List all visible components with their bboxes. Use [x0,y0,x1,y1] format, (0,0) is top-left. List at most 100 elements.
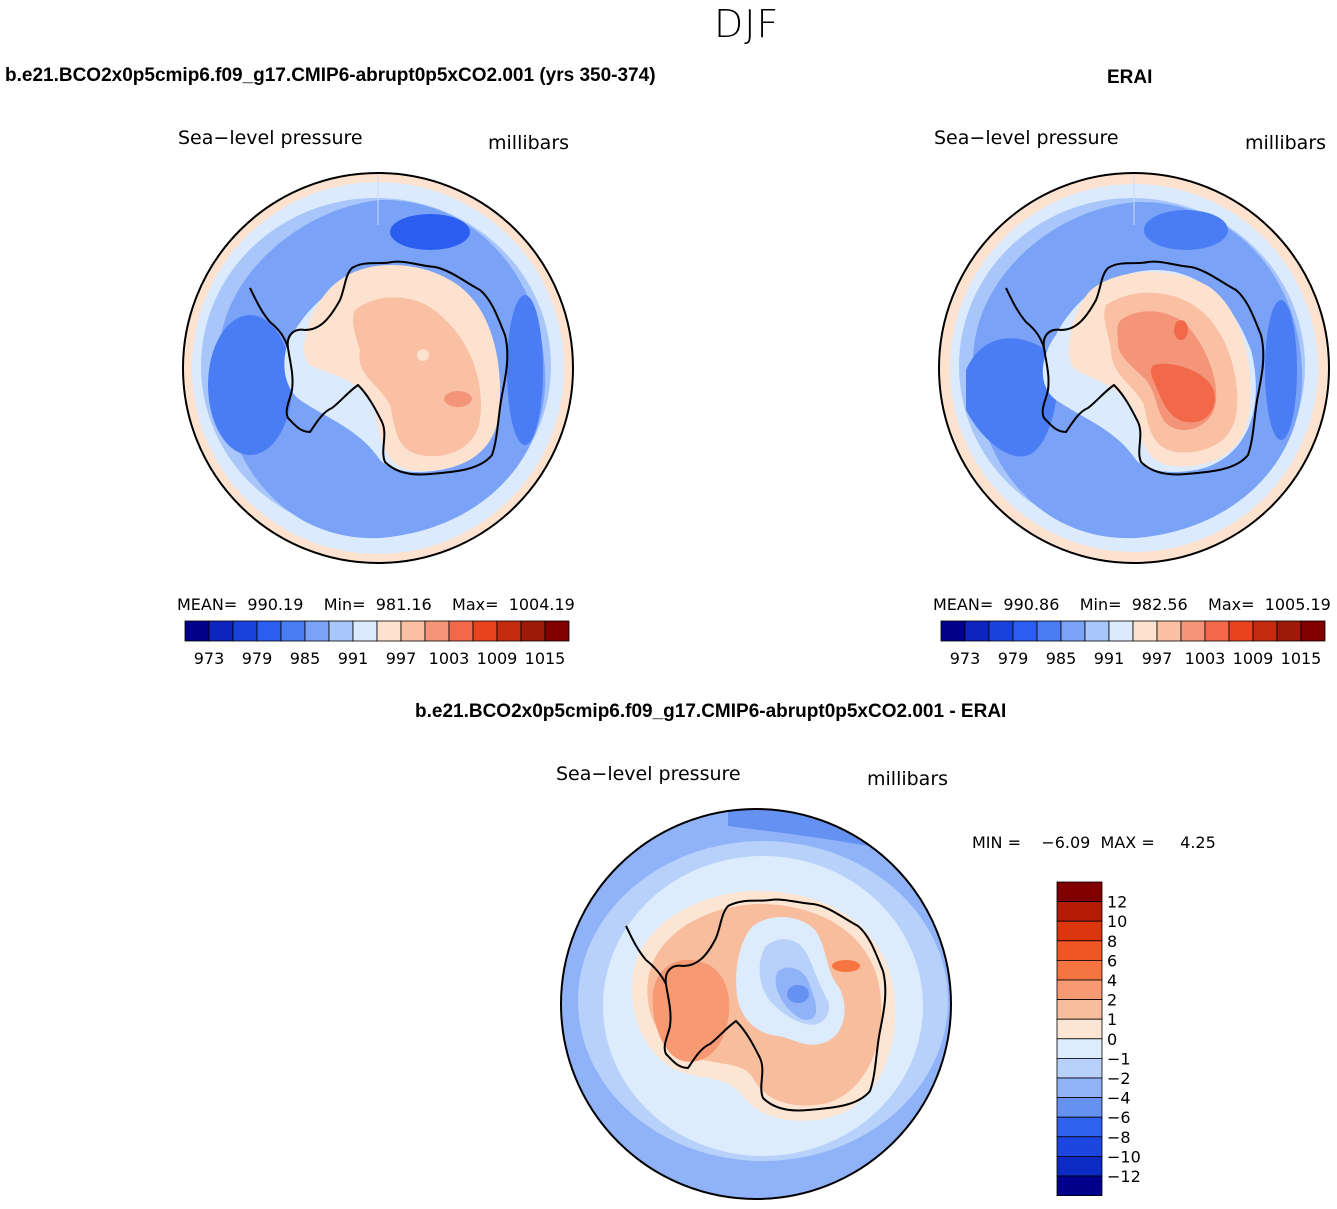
model-colorbar-box [400,620,426,642]
diff-variable-label: Sea−level pressure [556,763,741,785]
model-colorbar-label: 985 [290,649,321,668]
obs-colorbar: 973 979 985 991 997 1003 1009 1015 [940,620,1326,668]
diff-colorbar-box [1056,1116,1103,1138]
model-colorbar-box [448,620,474,642]
obs-colorbar-box [1132,620,1158,642]
diff-map-border [560,808,952,1200]
model-variable-label: Sea−level pressure [178,127,363,149]
obs-antarctica-coastline [1041,260,1265,476]
diff-colorbar-box [1056,960,1103,981]
season-title: DJF [714,2,780,46]
obs-colorbar-label: 1003 [1185,649,1226,668]
diff-colorbar-label: 1 [1107,1010,1117,1029]
obs-map-border [938,172,1330,564]
diff-colorbar-box [1056,1136,1103,1157]
model-colorbar-box [232,620,258,642]
model-map-border [182,172,574,564]
obs-colorbar-box [1228,620,1254,642]
diff-colorbar-label: 6 [1107,951,1117,970]
diff-colorbar-box [1056,1038,1103,1059]
model-colorbar: 973 979 985 991 997 1003 1009 1015 [184,620,570,668]
obs-colorbar-label: 1009 [1233,649,1274,668]
model-colorbar-box [376,620,402,642]
obs-colorbar-label: 991 [1094,649,1125,668]
obs-units-label: millibars [1245,132,1327,154]
diff-colorbar-box [1056,901,1103,922]
diff-colorbar-label: 0 [1107,1030,1117,1049]
obs-colorbar-box [940,620,966,642]
diff-stats: MIN = −6.09 MAX = 4.25 [972,833,1216,852]
diff-title: b.e21.BCO2x0p5cmip6.f09_g17.CMIP6-abrupt… [415,701,1007,722]
obs-low-east [1265,300,1297,440]
model-antarctica-coastline [285,260,509,476]
diff-colorbar-box [1056,940,1103,961]
obs-high-north [1174,320,1188,340]
model-low-north [390,214,470,250]
obs-colorbar-box [1300,620,1326,642]
obs-colorbar-box [1180,620,1206,642]
model-local-min [417,349,429,361]
obs-peninsula-coastline [1005,287,1045,349]
diff-colorbar-label: 2 [1107,991,1117,1010]
obs-colorbar-label: 973 [950,649,981,668]
model-colorbar-label: 973 [194,649,225,668]
diff-colorbar-label: −2 [1107,1069,1131,1088]
diff-colorbar-label: 10 [1107,912,1127,931]
obs-high-core [1151,363,1216,423]
obs-colorbar-box [1084,620,1110,642]
model-polar-map [182,172,574,564]
model-colorbar-box [280,620,306,642]
obs-colorbar-box [1252,620,1278,642]
obs-colorbar-label: 997 [1142,649,1173,668]
diff-colorbar-box [1056,881,1103,903]
model-colorbar-label: 1009 [477,649,518,668]
obs-low-north [1144,210,1228,250]
diff-antarctica-coastline [663,898,887,1112]
diff-colorbar-box [1056,979,1103,1001]
model-colorbar-label: 1015 [525,649,566,668]
obs-stats: MEAN= 990.86 Min= 982.56 Max= 1005.19 [933,595,1331,614]
diff-colorbar-label: −1 [1107,1049,1131,1068]
obs-polar-map [938,172,1330,564]
obs-variable-label: Sea−level pressure [934,127,1119,149]
diff-colorbar-box [1056,1077,1103,1099]
obs-colorbar-box [988,620,1014,642]
obs-low-west [966,338,1057,457]
obs-colorbar-box [964,620,990,642]
obs-colorbar-box [1036,620,1062,642]
obs-colorbar-box [1204,620,1230,642]
obs-colorbar-box [1156,620,1182,642]
diff-units-label: millibars [867,768,949,790]
diff-high-east [832,960,860,972]
diff-low-core [787,985,809,1003]
model-colorbar-label: 1003 [429,649,470,668]
model-colorbar-label: 979 [242,649,273,668]
diff-colorbar-label: −8 [1107,1128,1131,1147]
model-low-west [208,315,292,455]
diff-colorbar-box [1056,920,1103,942]
diff-colorbar-label: 4 [1107,971,1117,990]
obs-colorbar-box [1108,620,1134,642]
obs-colorbar-box [1012,620,1038,642]
model-colorbar-box [328,620,354,642]
diff-colorbar-box [1056,1155,1103,1177]
model-colorbar-box [544,620,570,642]
diff-colorbar-label: −6 [1107,1108,1131,1127]
model-colorbar-box [496,620,522,642]
model-colorbar-label: 997 [386,649,417,668]
obs-colorbar-box [1276,620,1302,642]
model-high-core [444,391,472,407]
obs-colorbar-label: 1015 [1281,649,1322,668]
model-band-1000 [352,297,481,457]
obs-title: ERAI [1107,67,1153,88]
model-stats: MEAN= 990.19 Min= 981.16 Max= 1004.19 [177,595,575,614]
obs-colorbar-box [1060,620,1086,642]
model-colorbar-box [472,620,498,642]
diff-colorbar-label: −10 [1107,1147,1141,1166]
diff-colorbar-label: −4 [1107,1089,1131,1108]
diff-colorbar-label: 8 [1107,932,1117,951]
diff-colorbar-box [1056,1018,1103,1040]
obs-colorbar-label: 979 [998,649,1029,668]
diff-colorbar-box [1056,999,1103,1020]
